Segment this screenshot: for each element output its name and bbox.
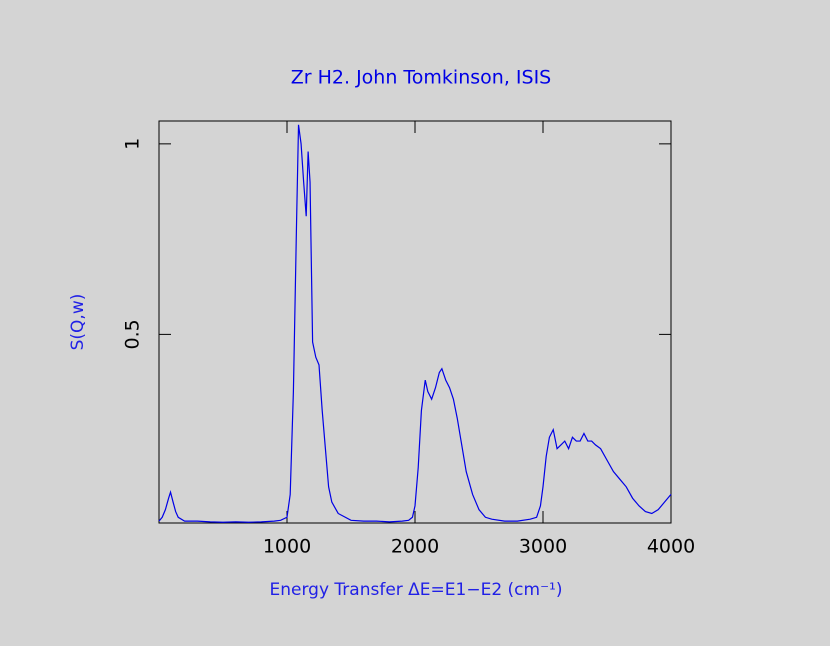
y-tick-label: 1 [122, 138, 144, 150]
spectrum-line [158, 124, 672, 523]
x-tick-label: 3000 [519, 536, 567, 558]
y-tick-label: 0.5 [122, 319, 144, 349]
y-axis-label: S(Q,w) [68, 294, 88, 351]
x-tick-label: 2000 [391, 536, 439, 558]
x-axis-label: Energy Transfer ΔE=E1−E2 (cm⁻¹) [269, 580, 562, 600]
x-tick-label: 4000 [647, 536, 695, 558]
chart-title: Zr H2. John Tomkinson, ISIS [291, 67, 551, 89]
x-tick-label: 1000 [263, 536, 311, 558]
